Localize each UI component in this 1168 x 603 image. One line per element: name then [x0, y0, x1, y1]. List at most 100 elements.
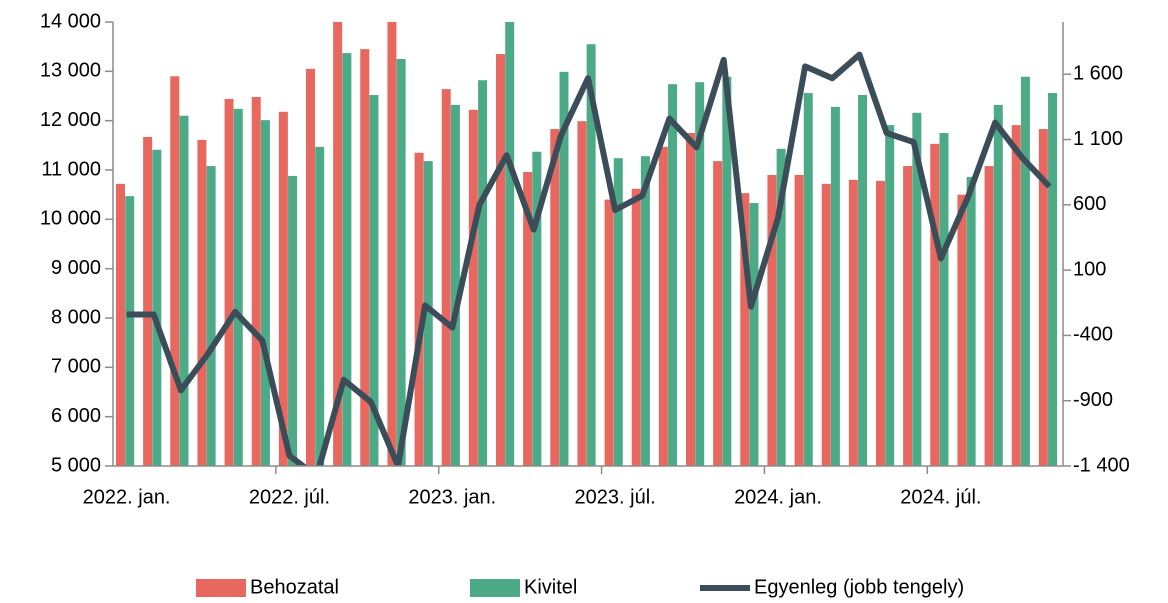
- bar: [830, 106, 840, 466]
- bar: [668, 84, 678, 466]
- bar: [613, 158, 623, 466]
- y2-tick-label: 1 100: [1073, 128, 1123, 150]
- bar: [604, 199, 614, 466]
- bar: [396, 59, 406, 466]
- bar: [1038, 129, 1048, 466]
- bar: [984, 166, 994, 466]
- bar: [441, 89, 451, 466]
- bar: [930, 143, 940, 466]
- bar: [423, 161, 433, 466]
- bar: [523, 171, 533, 466]
- bar: [885, 125, 895, 466]
- y-tick-label: 10 000: [40, 208, 101, 230]
- bar: [740, 193, 750, 466]
- bar: [206, 166, 216, 466]
- bar: [125, 196, 135, 466]
- y2-tick-label: 1 600: [1073, 63, 1123, 85]
- y2-tick-label: 600: [1073, 193, 1106, 215]
- legend-item: Kivitel: [470, 576, 577, 598]
- bar: [1048, 93, 1058, 466]
- bar: [559, 71, 569, 466]
- legend-item: Egyenleg (jobb tengely): [700, 576, 964, 598]
- y2-tick-label: -1 400: [1073, 454, 1130, 476]
- bar: [360, 49, 370, 466]
- bar: [957, 194, 967, 466]
- x-tick-label: 2023. júl.: [575, 486, 656, 508]
- bar: [966, 176, 976, 466]
- y2-tick-label: -900: [1073, 389, 1113, 411]
- bar: [658, 146, 668, 466]
- bar: [288, 175, 298, 466]
- bar: [478, 80, 488, 466]
- bar: [233, 108, 243, 466]
- y-tick-label: 5 000: [51, 454, 101, 476]
- y-tick-label: 13 000: [40, 60, 101, 82]
- bar: [387, 22, 397, 466]
- bar: [251, 96, 261, 466]
- bar: [505, 22, 515, 466]
- line: [126, 51, 1052, 466]
- bar: [278, 111, 288, 466]
- bar: [1011, 125, 1021, 466]
- bar: [821, 183, 831, 466]
- bar: [496, 54, 505, 466]
- bar: [794, 174, 804, 466]
- bar: [170, 76, 180, 466]
- bar: [152, 149, 162, 466]
- bar: [903, 166, 913, 466]
- bar: [333, 22, 343, 466]
- bar: [143, 136, 153, 466]
- bar: [532, 151, 542, 466]
- legend-label: Behozatal: [250, 576, 339, 598]
- bar: [939, 133, 949, 466]
- bar: [1020, 76, 1030, 466]
- bar: [414, 152, 424, 466]
- bar: [722, 76, 732, 466]
- y-tick-label: 9 000: [51, 257, 101, 279]
- bar: [577, 121, 587, 466]
- bar: [342, 53, 352, 466]
- x-tick-label: 2022. jan.: [83, 486, 171, 508]
- y2-tick-label: -400: [1073, 324, 1113, 346]
- x-tick-label: 2024. jan.: [734, 486, 822, 508]
- bar: [586, 44, 596, 466]
- y-tick-label: 8 000: [51, 306, 101, 328]
- bar: [197, 139, 207, 466]
- legend-label: Kivitel: [524, 576, 577, 598]
- legend-item: Behozatal: [196, 576, 339, 598]
- bar: [306, 68, 315, 466]
- bar: [686, 133, 695, 466]
- y2-tick-label: 100: [1073, 258, 1106, 280]
- y-tick-label: 11 000: [41, 158, 101, 180]
- bar: [369, 95, 379, 466]
- legend-swatch: [470, 579, 520, 597]
- bar: [468, 109, 478, 466]
- bar: [315, 146, 325, 466]
- bar: [260, 120, 270, 466]
- y-tick-label: 7 000: [51, 356, 101, 378]
- bar: [776, 148, 786, 466]
- bar: [713, 161, 723, 466]
- bar: [912, 112, 922, 466]
- bar: [858, 95, 868, 466]
- plot-area: [116, 22, 1058, 466]
- bar: [993, 104, 1003, 466]
- y-tick-label: 14 000: [40, 10, 101, 32]
- y-tick-label: 6 000: [51, 405, 101, 427]
- bar: [749, 203, 759, 466]
- bar: [695, 82, 705, 466]
- bar: [631, 188, 641, 466]
- x-tick-label: 2023. jan.: [408, 486, 496, 508]
- y-tick-label: 12 000: [40, 109, 101, 131]
- legend-swatch: [196, 579, 246, 597]
- bar: [116, 183, 125, 466]
- bar: [224, 98, 234, 466]
- bar: [803, 93, 813, 466]
- bar: [450, 104, 460, 466]
- bar: [179, 115, 189, 466]
- bar: [640, 156, 650, 466]
- bar: [550, 129, 560, 466]
- x-tick-label: 2022. júl.: [249, 486, 330, 508]
- legend-label: Egyenleg (jobb tengely): [754, 576, 964, 598]
